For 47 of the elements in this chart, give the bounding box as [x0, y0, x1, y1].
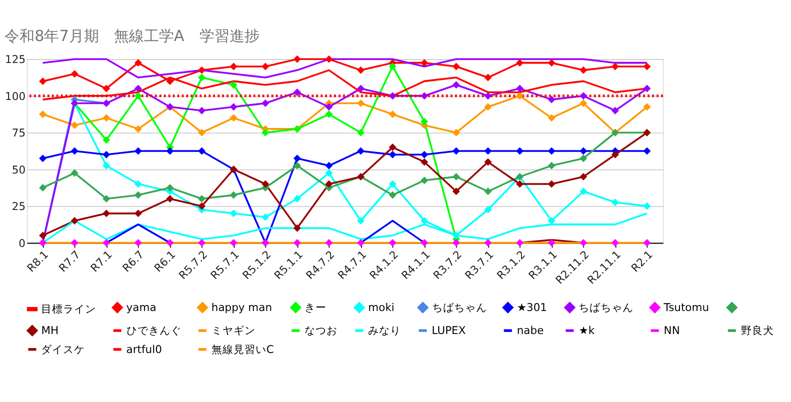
legend-label: 無線見習いC: [211, 342, 274, 356]
legend-label: NN: [664, 324, 680, 338]
point: [388, 239, 396, 247]
point: [580, 239, 588, 247]
point: [484, 239, 492, 247]
legend-label: なつお: [304, 324, 338, 338]
legend-label: ミヤギン: [211, 324, 256, 338]
y-tick-label: 25: [12, 200, 26, 214]
point: [70, 239, 78, 247]
point: [611, 239, 619, 247]
legend-label: yama: [126, 301, 156, 314]
point: [325, 239, 333, 247]
point: [102, 239, 110, 247]
legend-label: artful0: [126, 342, 162, 356]
legend-label: Tsutomu: [662, 301, 710, 314]
point: [420, 239, 428, 247]
y-tick-label: 50: [12, 163, 26, 176]
legend-label: LUPEX: [432, 324, 466, 338]
point: [134, 239, 142, 247]
point: [293, 239, 301, 247]
y-tick-label: 100: [5, 90, 26, 103]
point: [198, 239, 206, 247]
legend-label: MH: [41, 324, 59, 338]
point: [643, 239, 651, 247]
point: [548, 239, 556, 247]
legend-label: ちばちゃん: [578, 301, 634, 314]
legend-label: みなり: [368, 324, 402, 338]
legend-label: ひできんぐ: [126, 324, 182, 338]
legend-label: ちばちゃん: [432, 301, 487, 314]
y-tick-label: 75: [12, 126, 26, 140]
legend-label: 目標ライン: [41, 302, 96, 316]
y-tick-label: 0: [18, 236, 26, 250]
legend-label: happy man: [211, 301, 272, 314]
point: [452, 239, 460, 247]
legend-label: moki: [368, 301, 394, 314]
point: [166, 239, 174, 247]
legend-label: nabe: [516, 324, 544, 338]
legend-label: きー: [304, 301, 327, 314]
legend-label: ★k: [578, 324, 596, 338]
point: [357, 239, 365, 247]
legend-label: ダイスケ: [41, 342, 86, 356]
chart-title: 令和8年7月期 無線工学A 学習進捗: [4, 27, 260, 46]
legend-label: ★301: [516, 301, 548, 314]
point: [516, 239, 524, 247]
y-tick-label: 125: [5, 53, 26, 66]
point: [230, 239, 238, 247]
legend-label: 野良犬: [740, 324, 774, 338]
